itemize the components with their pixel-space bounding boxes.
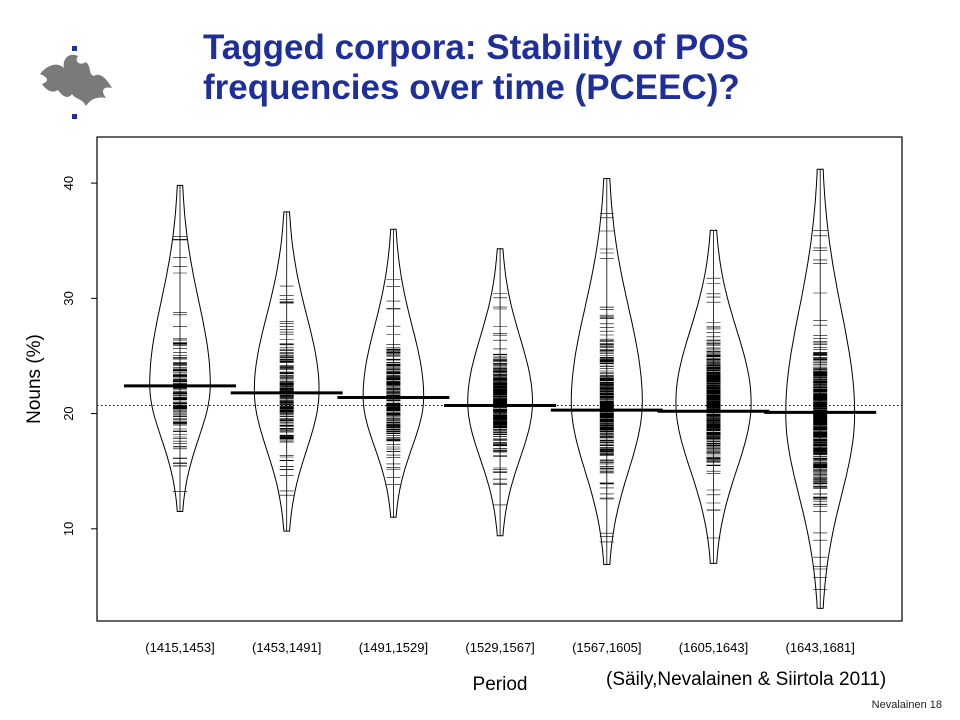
y-tick-label: 30: [61, 291, 76, 305]
bean-outline: [467, 248, 534, 537]
x-tick-label: (1605,1643]: [679, 640, 748, 655]
y-tick-label: 40: [61, 176, 76, 190]
bean-outline: [785, 168, 856, 609]
y-axis-label: Nouns (%): [24, 334, 45, 424]
footer-page-label: Nevalainen 18: [871, 699, 942, 711]
bean-outline: [362, 228, 425, 518]
plot-frame: [96, 136, 903, 622]
x-axis-label: Period: [473, 674, 528, 695]
x-tick-label: (1453,1491]: [252, 640, 321, 655]
x-tick-label: (1491,1529]: [359, 640, 428, 655]
x-tick-label: (1415,1453]: [145, 640, 214, 655]
x-tick-label: (1643,1681]: [785, 640, 854, 655]
x-tick-label: (1567,1605]: [572, 640, 641, 655]
y-tick-label: 20: [61, 406, 76, 420]
bean-outline: [149, 184, 211, 513]
title-line-2: frequencies over time (PCEEC)?: [203, 68, 740, 107]
x-tick-label: (1529,1567]: [465, 640, 534, 655]
y-tick-label: 10: [61, 522, 76, 536]
slide-title: Tagged corpora: Stability of POS frequen…: [203, 28, 943, 108]
flame-logo-icon: [34, 44, 124, 126]
title-line-1: Tagged corpora: Stability of POS: [203, 28, 749, 67]
citation: (Säily,Nevalainen & Siirtola 2011): [606, 669, 887, 690]
